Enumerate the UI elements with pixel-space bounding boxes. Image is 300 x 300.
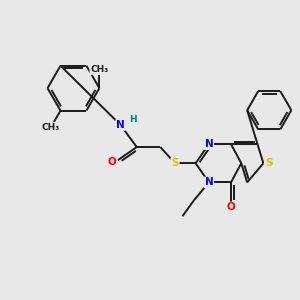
Text: S: S xyxy=(171,158,179,168)
Text: O: O xyxy=(108,157,117,167)
Text: N: N xyxy=(205,139,213,149)
Text: O: O xyxy=(226,202,235,212)
Text: CH₃: CH₃ xyxy=(42,123,60,132)
Text: S: S xyxy=(265,158,272,168)
Text: N: N xyxy=(116,120,125,130)
Text: CH₃: CH₃ xyxy=(90,65,109,74)
Text: H: H xyxy=(129,115,137,124)
Text: N: N xyxy=(205,177,213,188)
